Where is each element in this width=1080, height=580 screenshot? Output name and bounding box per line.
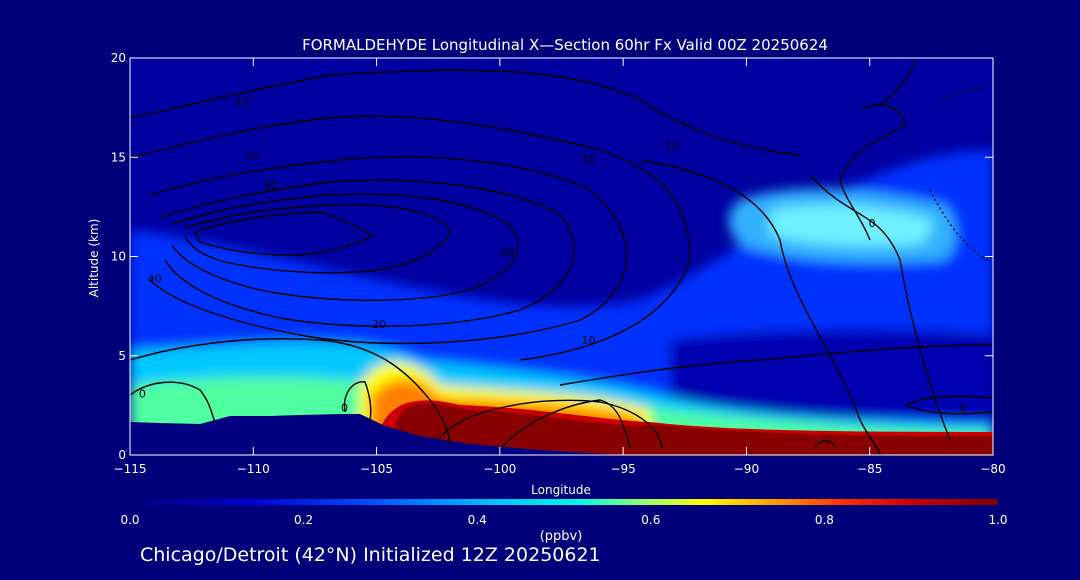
colorbar-ticks: 0.0 0.2 0.4 0.6 0.8 1.0	[120, 513, 1007, 527]
contour-label: 10	[665, 139, 679, 152]
contour-line	[879, 59, 916, 106]
contour-line	[809, 174, 951, 441]
contour-line	[559, 344, 993, 386]
contour-line	[149, 156, 627, 345]
contour-line	[839, 104, 906, 241]
y-tick-label: 10	[111, 250, 126, 264]
x-tick-label: −80	[980, 462, 1005, 476]
contour-line	[904, 404, 993, 415]
contour-lines	[130, 59, 993, 455]
x-tick-label: −100	[483, 462, 516, 476]
y-axis: 0 5 10 15 20	[111, 51, 993, 462]
colorbar-tick-label: 0.0	[120, 513, 139, 527]
contour-line	[439, 399, 663, 449]
y-tick-label: 20	[111, 51, 126, 65]
contour-label: 20	[246, 149, 260, 162]
contour-label: 20	[372, 318, 386, 331]
plot-area: 10 20 30 40 30 20 10 0 0 10 10 0 0	[130, 58, 993, 455]
x-tick-label: −85	[857, 462, 882, 476]
contour-label: 30	[500, 247, 514, 260]
contour-label: 0	[341, 401, 348, 414]
contour-label: 10	[234, 96, 248, 109]
contour-line	[130, 381, 216, 423]
colorbar-tick-label: 0.2	[294, 513, 313, 527]
colorbar-tick-label: 1.0	[988, 513, 1007, 527]
x-axis: −115 −110 −105 −100 −95 −90 −85 −80	[114, 58, 1006, 476]
contour-label: 40	[148, 272, 162, 285]
contour-line	[171, 193, 519, 302]
y-tick-label: 0	[118, 448, 126, 462]
contour-line	[194, 211, 374, 256]
terrain	[130, 414, 620, 455]
x-tick-label: −90	[734, 462, 759, 476]
contour-label: 30	[264, 179, 278, 192]
chart-title: FORMALDEHYDE Longitudinal X—Section 60hr…	[302, 36, 828, 54]
contour-line-dotted	[929, 189, 991, 263]
contour-line	[904, 395, 993, 406]
contour-label: 0	[960, 401, 967, 414]
y-tick-label: 15	[111, 150, 126, 164]
footer-initialization-text: Chicago/Detroit (42°N) Initialized 12Z 2…	[140, 544, 601, 566]
contour-line	[130, 338, 451, 446]
colorbar-tick-label: 0.6	[641, 513, 660, 527]
contour-labels: 10 20 30 40 30 20 10 0 0 10 10 0 0	[139, 96, 967, 415]
x-axis-label: Longitude	[531, 483, 591, 497]
y-axis-label: Altitude (km)	[87, 219, 101, 298]
x-tick-label: −95	[610, 462, 635, 476]
colorbar: 0.0 0.2 0.4 0.6 0.8 1.0 (ppbv)	[120, 499, 1008, 544]
dark-blue-pocket	[670, 329, 993, 420]
x-tick-label: −105	[360, 462, 393, 476]
y-tick-label: 5	[118, 349, 126, 363]
contour-line	[814, 440, 836, 448]
colorbar-label: (ppbv)	[540, 529, 583, 544]
contour-line	[159, 179, 575, 327]
upper-cyan-core	[770, 204, 932, 247]
contour-label: 0	[139, 387, 146, 400]
contour-line	[639, 159, 881, 455]
contour-line	[343, 381, 372, 421]
contour-label: 10	[582, 153, 596, 166]
colorbar-gradient	[130, 499, 998, 505]
contour-line	[130, 115, 691, 361]
colorbar-tick-label: 0.8	[815, 513, 834, 527]
contour-label: 0	[869, 217, 876, 230]
contour-line	[130, 69, 801, 156]
contour-label: 10	[582, 334, 596, 347]
contour-line	[184, 203, 451, 274]
contour-line	[499, 399, 631, 451]
colorbar-tick-label: 0.4	[468, 513, 487, 527]
x-tick-label: −115	[114, 462, 147, 476]
x-tick-label: −110	[237, 462, 270, 476]
